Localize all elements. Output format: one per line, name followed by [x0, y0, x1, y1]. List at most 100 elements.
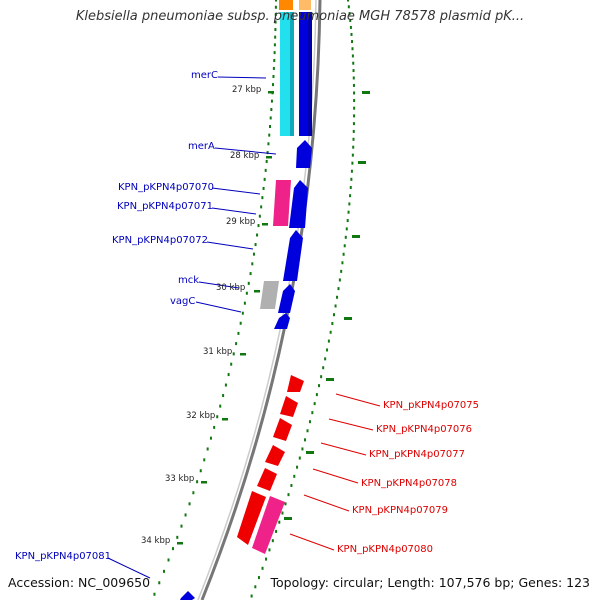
- ring-dot: [270, 99, 273, 103]
- ring-dot: [315, 393, 318, 397]
- ring-dot: [275, 0, 277, 2]
- ring-dot: [270, 107, 273, 111]
- ring-dot: [269, 116, 272, 120]
- ring-dot: [352, 129, 355, 133]
- ring-dot: [274, 13, 277, 17]
- ring-dot: [184, 513, 187, 517]
- ring-dot: [203, 458, 206, 462]
- ring-dot: [245, 291, 248, 295]
- cds-blue-07072: [283, 230, 303, 281]
- ring-major-dash: [284, 517, 292, 520]
- ring-dot: [340, 269, 343, 273]
- ring-major-dash: [306, 451, 314, 454]
- ring-dot: [338, 278, 341, 282]
- gene-label[interactable]: KPN_pKPN4p07076: [376, 424, 473, 435]
- cds-mer-cyan-shade: [290, 12, 294, 136]
- cds-pink-07080: [252, 496, 285, 554]
- cds-red-07075: [287, 375, 304, 392]
- ring-dot: [350, 169, 353, 173]
- ring-dot: [222, 394, 225, 398]
- gene-label[interactable]: KPN_pKPN4p07075: [383, 400, 480, 411]
- inner-dotted-ring: [153, 0, 277, 596]
- ring-dot: [256, 233, 259, 237]
- ring-dot: [348, 12, 351, 16]
- ring-dot: [296, 465, 299, 469]
- gene-label[interactable]: KPN_pKPN4p07077: [369, 449, 466, 460]
- outer-dotted-ring: [250, 0, 370, 598]
- gene-label[interactable]: KPN_pKPN4p07072: [112, 235, 209, 246]
- ring-dot: [324, 357, 327, 361]
- gene-label[interactable]: KPN_pKPN4p07070: [118, 182, 215, 193]
- ring-major-dash: [362, 91, 370, 94]
- ring-dot: [249, 272, 252, 276]
- ring-dot: [176, 535, 179, 539]
- kbp-tick-label: 27 kbp: [232, 85, 262, 95]
- gene-label[interactable]: KPN_pKPN4p07071: [117, 201, 214, 212]
- leader-lines-red: [289, 393, 381, 551]
- leader-lines-blue: [107, 76, 277, 579]
- ring-dot: [268, 124, 271, 128]
- ring-dot: [209, 436, 212, 440]
- kbp-tick-mark: [266, 156, 272, 159]
- ring-dot: [180, 524, 183, 528]
- ring-dot: [232, 352, 235, 356]
- ring-dot: [343, 244, 346, 248]
- ring-dot: [252, 252, 255, 256]
- ring-dot: [273, 43, 276, 47]
- ring-dot: [301, 447, 304, 451]
- ring-dot: [345, 227, 348, 231]
- ring-dot: [352, 122, 355, 126]
- ring-dot: [352, 83, 355, 87]
- gene-label[interactable]: KPN_pKPN4p07081: [15, 551, 112, 562]
- ring-dot: [351, 47, 354, 51]
- ring-dot: [188, 502, 191, 506]
- gene-label[interactable]: KPN_pKPN4p07078: [361, 478, 458, 489]
- ring-dot: [329, 330, 332, 334]
- ring-dot: [341, 261, 344, 265]
- ring-dot: [272, 74, 275, 78]
- cds-mer-blue-shade: [308, 12, 312, 136]
- ring-dot: [353, 91, 356, 95]
- gene-label[interactable]: merA: [188, 141, 215, 152]
- ring-dot: [353, 114, 356, 118]
- ring-dot: [272, 66, 275, 70]
- gene-label[interactable]: mck: [178, 275, 200, 286]
- accession-text: Accession: NC_009650: [8, 575, 151, 590]
- ring-dot: [350, 32, 353, 36]
- ring-dot: [162, 569, 165, 573]
- kbp-tick-mark: [222, 418, 228, 421]
- ring-dot: [268, 133, 271, 137]
- ring-dot: [336, 295, 339, 299]
- gene-label[interactable]: KPN_pKPN4p07080: [337, 544, 434, 555]
- kbp-tick-mark: [240, 353, 246, 356]
- ring-dot: [254, 585, 257, 589]
- kbp-tick-label: 31 kbp: [203, 347, 233, 357]
- ring-dot: [287, 493, 290, 497]
- gene-label[interactable]: vagC: [170, 296, 196, 307]
- kbp-tick-mark: [268, 91, 274, 94]
- kbp-tick-label: 32 kbp: [186, 411, 216, 421]
- ring-dot: [347, 210, 350, 214]
- ring-dot: [318, 384, 321, 388]
- ring-dot: [347, 5, 350, 9]
- ring-dot: [308, 420, 311, 424]
- ring-dot: [271, 539, 274, 543]
- ring-dot: [326, 348, 329, 352]
- ring-dot: [334, 304, 337, 308]
- ring-dot: [274, 35, 277, 39]
- kbp-tick-label: 30 kbp: [216, 283, 246, 293]
- ring-dot: [275, 529, 278, 533]
- ring-dot: [352, 61, 355, 65]
- gene-label[interactable]: KPN_pKPN4p07079: [352, 505, 449, 516]
- gene-label[interactable]: merC: [191, 70, 218, 81]
- ring-dot: [196, 480, 199, 484]
- ring-dot: [241, 311, 244, 315]
- kbp-tick-mark: [177, 542, 183, 545]
- ring-dot: [216, 415, 219, 419]
- ring-dot: [351, 153, 354, 157]
- ring-dot: [261, 566, 264, 570]
- ring-dot: [352, 69, 355, 73]
- ring-dot: [349, 25, 352, 29]
- ring-dot: [199, 469, 202, 473]
